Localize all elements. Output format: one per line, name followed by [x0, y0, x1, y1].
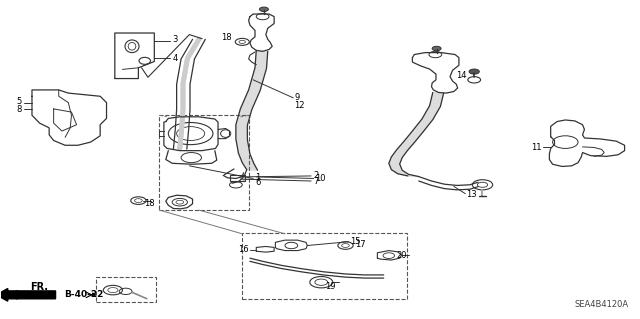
- Circle shape: [259, 7, 268, 11]
- Circle shape: [432, 46, 441, 51]
- Text: 20: 20: [396, 251, 407, 260]
- Polygon shape: [389, 163, 402, 170]
- Bar: [243, 234, 406, 299]
- Polygon shape: [243, 163, 257, 170]
- Text: 16: 16: [238, 245, 248, 254]
- Text: 12: 12: [294, 100, 305, 110]
- Text: 19: 19: [325, 282, 335, 291]
- Text: 9: 9: [294, 93, 300, 102]
- Text: 3: 3: [172, 35, 177, 44]
- Text: SEA4B4120A: SEA4B4120A: [575, 300, 629, 309]
- Text: 2: 2: [314, 171, 319, 180]
- Text: 10: 10: [315, 174, 325, 183]
- Polygon shape: [397, 174, 419, 177]
- Text: FR.: FR.: [31, 282, 49, 292]
- Text: 13: 13: [467, 190, 477, 199]
- Text: 8: 8: [17, 105, 22, 114]
- Text: 15: 15: [351, 237, 361, 246]
- Circle shape: [469, 69, 479, 74]
- Text: 18: 18: [144, 199, 155, 208]
- Polygon shape: [239, 153, 253, 163]
- Polygon shape: [396, 141, 415, 151]
- Polygon shape: [241, 90, 260, 109]
- Text: 5: 5: [17, 97, 22, 106]
- Text: 14: 14: [456, 71, 467, 80]
- Text: 1: 1: [255, 173, 260, 182]
- Text: 11: 11: [531, 143, 541, 152]
- Polygon shape: [392, 170, 408, 174]
- Text: 6: 6: [255, 178, 260, 187]
- Bar: [159, 115, 248, 210]
- Polygon shape: [429, 93, 444, 106]
- Bar: [230, 175, 246, 181]
- Text: B-40-22: B-40-22: [64, 290, 103, 299]
- Bar: [96, 277, 156, 302]
- Text: 4: 4: [172, 55, 177, 63]
- Polygon shape: [392, 150, 407, 158]
- Text: 7: 7: [314, 177, 319, 186]
- Polygon shape: [248, 68, 266, 91]
- Polygon shape: [422, 106, 440, 120]
- Polygon shape: [236, 109, 252, 125]
- FancyArrow shape: [0, 288, 56, 301]
- Polygon shape: [236, 125, 247, 140]
- Polygon shape: [389, 157, 402, 164]
- Polygon shape: [404, 131, 423, 142]
- Polygon shape: [412, 119, 433, 132]
- Text: 18: 18: [221, 33, 232, 42]
- Polygon shape: [255, 50, 268, 69]
- Text: 17: 17: [355, 240, 365, 249]
- Polygon shape: [236, 139, 250, 154]
